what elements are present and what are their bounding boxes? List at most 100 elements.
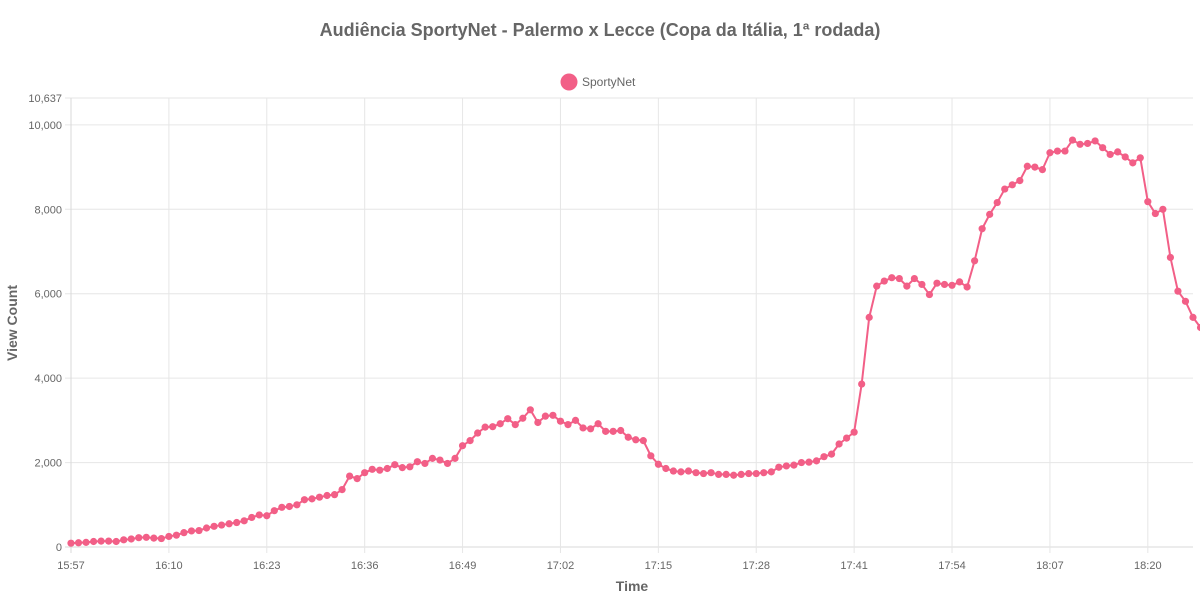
data-point[interactable]: [338, 485, 346, 494]
data-point[interactable]: [89, 537, 98, 546]
data-point[interactable]: [1068, 136, 1077, 144]
data-point[interactable]: [180, 529, 188, 537]
data-point[interactable]: [1046, 149, 1054, 157]
data-point[interactable]: [986, 210, 994, 218]
data-point[interactable]: [955, 278, 964, 286]
data-point[interactable]: [843, 434, 851, 442]
data-point[interactable]: [880, 277, 888, 285]
data-point[interactable]: [1053, 147, 1062, 155]
data-point[interactable]: [1106, 150, 1114, 159]
data-point[interactable]: [820, 453, 828, 461]
data-point[interactable]: [1008, 181, 1016, 189]
data-point[interactable]: [639, 437, 647, 445]
data-point[interactable]: [519, 414, 527, 422]
data-point[interactable]: [1166, 253, 1175, 262]
data-point[interactable]: [1159, 205, 1167, 213]
data-point[interactable]: [1121, 153, 1129, 161]
data-point[interactable]: [948, 281, 956, 289]
data-point[interactable]: [82, 538, 90, 546]
data-point[interactable]: [895, 274, 903, 283]
data-point[interactable]: [812, 457, 821, 465]
data-point[interactable]: [971, 257, 979, 265]
data-point[interactable]: [654, 460, 662, 468]
data-point[interactable]: [1031, 163, 1039, 171]
data-point[interactable]: [1151, 209, 1159, 218]
data-point[interactable]: [504, 415, 512, 423]
data-point[interactable]: [67, 539, 75, 547]
data-point[interactable]: [669, 467, 678, 475]
data-point[interactable]: [489, 423, 497, 431]
data-point[interactable]: [662, 464, 670, 473]
data-point[interactable]: [775, 463, 783, 471]
data-point[interactable]: [458, 442, 467, 450]
data-point[interactable]: [376, 466, 384, 474]
data-point[interactable]: [1114, 148, 1122, 156]
data-point[interactable]: [436, 456, 444, 464]
data-point[interactable]: [413, 458, 421, 466]
data-point[interactable]: [933, 279, 941, 287]
data-point[interactable]: [315, 493, 324, 501]
data-point[interactable]: [240, 517, 248, 525]
data-point[interactable]: [120, 536, 128, 544]
data-point[interactable]: [127, 535, 135, 543]
data-point[interactable]: [1038, 166, 1046, 174]
data-point[interactable]: [210, 522, 218, 530]
data-point[interactable]: [541, 412, 550, 420]
data-point[interactable]: [353, 475, 361, 483]
data-point[interactable]: [391, 461, 399, 469]
data-point[interactable]: [481, 423, 489, 431]
data-point[interactable]: [421, 459, 429, 468]
data-point[interactable]: [202, 524, 211, 532]
data-point[interactable]: [293, 501, 301, 509]
data-point[interactable]: [571, 416, 580, 424]
data-point[interactable]: [888, 274, 896, 282]
data-point[interactable]: [398, 464, 406, 472]
data-point[interactable]: [278, 503, 286, 511]
data-point[interactable]: [1001, 185, 1009, 193]
data-point[interactable]: [248, 513, 256, 522]
data-point[interactable]: [105, 537, 113, 545]
data-point[interactable]: [617, 426, 625, 435]
data-point[interactable]: [1083, 139, 1092, 148]
data-point[interactable]: [1076, 140, 1084, 148]
data-point[interactable]: [1016, 177, 1024, 185]
data-point[interactable]: [361, 469, 369, 477]
data-point[interactable]: [466, 437, 474, 445]
data-point[interactable]: [195, 526, 203, 535]
data-point[interactable]: [255, 511, 263, 519]
data-point[interactable]: [602, 427, 610, 435]
data-point[interactable]: [300, 496, 309, 504]
data-point[interactable]: [1189, 313, 1197, 321]
data-point[interactable]: [142, 533, 150, 541]
data-point[interactable]: [910, 274, 918, 283]
data-point[interactable]: [233, 518, 241, 527]
data-point[interactable]: [737, 470, 745, 478]
data-point[interactable]: [752, 469, 760, 478]
data-point[interactable]: [918, 280, 926, 289]
data-point[interactable]: [858, 380, 866, 388]
legend[interactable]: SportyNet: [560, 73, 637, 91]
data-point[interactable]: [797, 458, 806, 467]
data-point[interactable]: [993, 198, 1001, 207]
data-point[interactable]: [549, 411, 557, 419]
data-point[interactable]: [722, 470, 730, 478]
data-point[interactable]: [699, 469, 708, 478]
data-point[interactable]: [647, 452, 655, 460]
data-point[interactable]: [383, 464, 391, 473]
data-point[interactable]: [903, 282, 911, 290]
data-point[interactable]: [263, 512, 271, 520]
data-point[interactable]: [1174, 287, 1182, 295]
data-point[interactable]: [74, 539, 83, 547]
data-point[interactable]: [594, 420, 602, 428]
data-point[interactable]: [873, 282, 881, 290]
data-point[interactable]: [925, 290, 934, 299]
data-point[interactable]: [684, 467, 693, 475]
data-point[interactable]: [474, 429, 482, 437]
data-point[interactable]: [624, 433, 632, 441]
data-point[interactable]: [835, 440, 843, 448]
data-point[interactable]: [963, 283, 971, 291]
data-point[interactable]: [443, 459, 452, 468]
data-point[interactable]: [97, 537, 105, 545]
data-point[interactable]: [346, 472, 354, 480]
data-point[interactable]: [1129, 159, 1137, 167]
